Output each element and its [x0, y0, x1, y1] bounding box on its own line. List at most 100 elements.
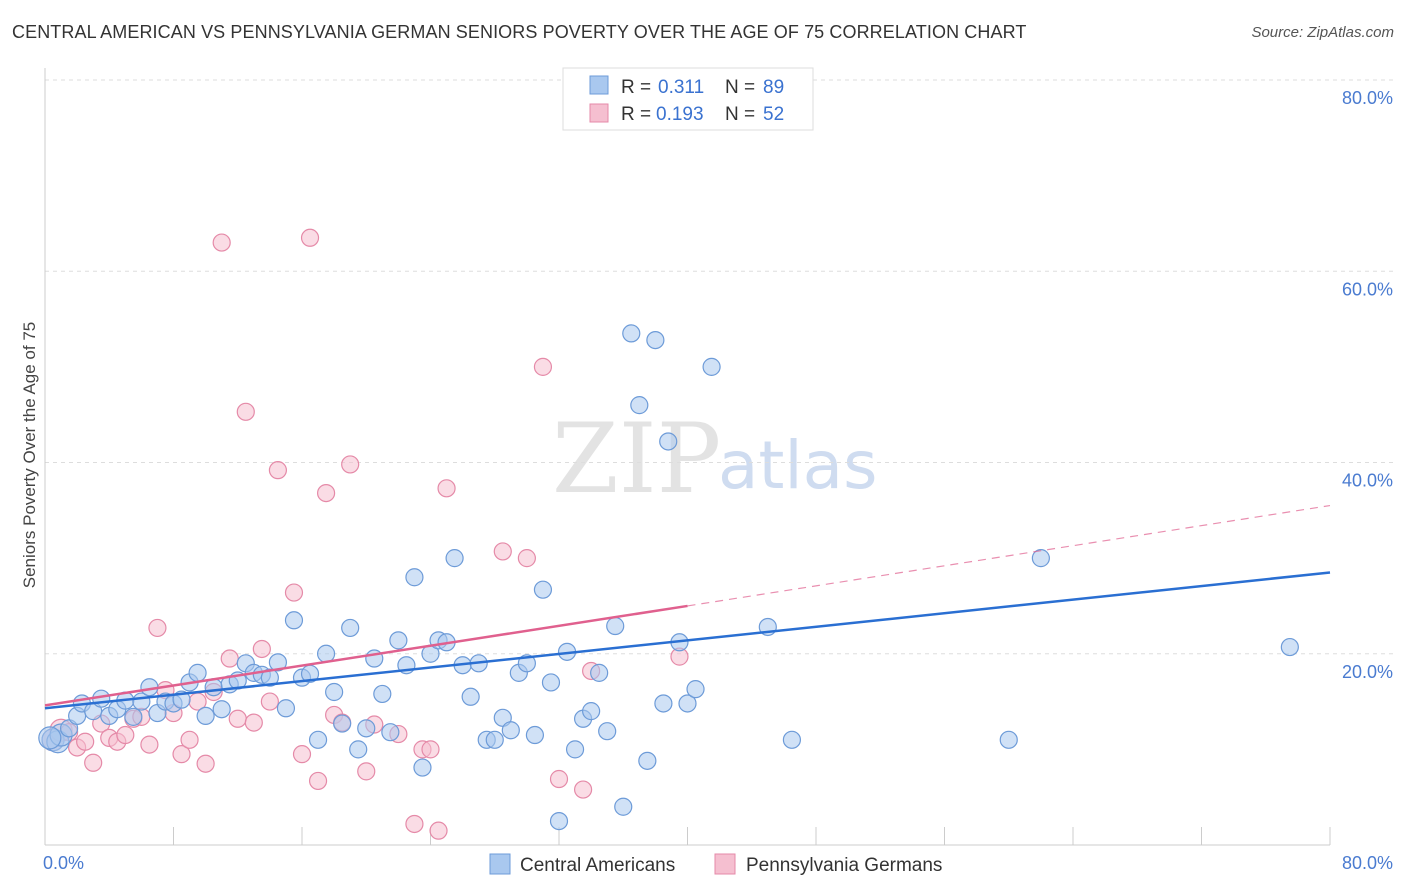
central-american-point: [659, 432, 678, 451]
central-american-point: [501, 721, 520, 740]
legend-n-value-pink: 52: [763, 104, 784, 125]
pennsylvania-german-point: [517, 549, 536, 568]
pennsylvania-german-point: [244, 713, 263, 732]
pennsylvania-german-point: [533, 357, 553, 376]
y-tick-label-80: 80.0%: [1342, 88, 1393, 108]
central-american-point: [405, 568, 424, 587]
trend-lines: [44, 504, 1331, 710]
pennsylvania-german-point: [76, 732, 95, 751]
central-american-point: [325, 682, 344, 702]
central-american-point: [702, 357, 721, 376]
central-american-point: [389, 631, 408, 650]
central-american-point: [582, 702, 601, 721]
central-american-point: [357, 719, 376, 738]
central-american-point: [525, 725, 545, 745]
bottom-legend: Central Americans Pennsylvania Germans: [489, 853, 942, 876]
central-american-point: [590, 663, 609, 682]
central-american-point: [341, 618, 360, 638]
central-american-point: [212, 700, 231, 719]
central-american-point: [686, 680, 705, 699]
pennsylvania-german-point: [316, 484, 336, 503]
pennsylvania-german-point: [437, 479, 456, 498]
central-american-point: [485, 730, 504, 749]
central-american-point: [622, 324, 641, 343]
central-american-point: [413, 758, 432, 777]
pennsylvania-german-point: [220, 649, 239, 668]
central-american-point: [38, 726, 62, 750]
pennsylvania-german-point: [84, 753, 103, 772]
central-american-point: [517, 654, 536, 673]
central-american-point: [541, 673, 561, 692]
central-americans-trend-line: [44, 571, 1331, 710]
central-american-point: [461, 687, 480, 706]
central-american-point: [333, 714, 352, 733]
central-americans-points: [38, 324, 1299, 831]
central-american-point: [196, 706, 215, 726]
pennsylvania-german-point: [172, 745, 191, 764]
x-tick-label-max: 80.0%: [1342, 853, 1393, 873]
central-american-point: [782, 730, 802, 749]
central-american-point: [533, 580, 553, 599]
legend-swatch-blue: [589, 75, 609, 95]
pennsylvania-german-point: [493, 542, 512, 561]
central-american-point: [445, 549, 464, 568]
pennsylvania-german-point: [573, 780, 593, 799]
central-american-point: [565, 740, 585, 759]
central-american-point: [646, 331, 665, 350]
legend-n-value-blue: 89: [763, 77, 784, 98]
pennsylvania-german-point: [116, 725, 135, 745]
y-tick-labels: 20.0% 40.0% 60.0% 80.0%: [1342, 88, 1393, 682]
pennsylvania-german-point: [180, 730, 199, 749]
legend-n-label-pink: N =: [725, 104, 755, 125]
central-american-point: [308, 730, 328, 749]
pennsylvania-german-point: [405, 814, 424, 834]
pennsylvania-german-point: [268, 461, 288, 480]
central-american-point: [678, 694, 697, 713]
legend-swatch-pink: [589, 103, 609, 123]
pennsylvania-german-point: [196, 754, 215, 773]
chart-title: CENTRAL AMERICAN VS PENNSYLVANIA GERMAN …: [12, 22, 1027, 42]
pennsylvania-german-point: [284, 583, 304, 602]
pennsylvania-german-point: [228, 709, 247, 728]
central-american-point: [284, 611, 304, 630]
y-tick-label-60: 60.0%: [1342, 279, 1393, 299]
y-tick-label-40: 40.0%: [1342, 471, 1393, 491]
bottom-legend-swatch-pink: [714, 853, 736, 875]
pennsylvania-german-point: [292, 745, 312, 764]
legend-r-value-blue: 0.311: [658, 77, 704, 98]
central-american-point: [188, 663, 207, 682]
pennsylvania-germans-trend-line: [44, 604, 688, 707]
central-american-point: [381, 723, 400, 742]
central-american-point: [630, 396, 649, 415]
central-american-point: [598, 722, 617, 741]
central-american-point: [373, 684, 392, 704]
central-american-point: [654, 694, 673, 713]
central-american-point: [260, 668, 279, 687]
pennsylvania-german-point: [429, 821, 448, 840]
legend-r-value-pink: 0.193: [656, 104, 704, 125]
watermark-zip: ZIP: [552, 403, 721, 515]
pennsylvania-german-point: [212, 233, 231, 252]
pennsylvania-german-point: [308, 771, 328, 791]
legend-r-label-pink: R =: [621, 104, 651, 125]
x-axis-ticks: [44, 827, 1331, 845]
pennsylvania-german-point: [300, 228, 320, 247]
legend-box: R = 0.311 N = 89 R = 0.193 N = 52: [562, 67, 814, 131]
central-american-point: [124, 707, 143, 726]
pennsylvania-german-point: [260, 692, 279, 711]
pennsylvania-german-point: [140, 735, 159, 754]
pennsylvania-germans-trend-extension: [687, 504, 1331, 607]
central-american-point: [268, 653, 288, 672]
grid-lines: [45, 79, 1393, 655]
watermark-atlas: atlas: [718, 427, 878, 504]
central-american-point: [606, 616, 625, 636]
source-credit: Source: ZipAtlas.com: [1251, 24, 1394, 41]
central-american-point: [349, 740, 368, 759]
y-tick-label-20: 20.0%: [1342, 662, 1393, 682]
pennsylvania-german-point: [549, 769, 569, 789]
pennsylvania-german-point: [252, 639, 271, 659]
central-american-point: [999, 730, 1018, 749]
central-american-point: [549, 811, 569, 831]
central-american-point: [1280, 637, 1299, 657]
